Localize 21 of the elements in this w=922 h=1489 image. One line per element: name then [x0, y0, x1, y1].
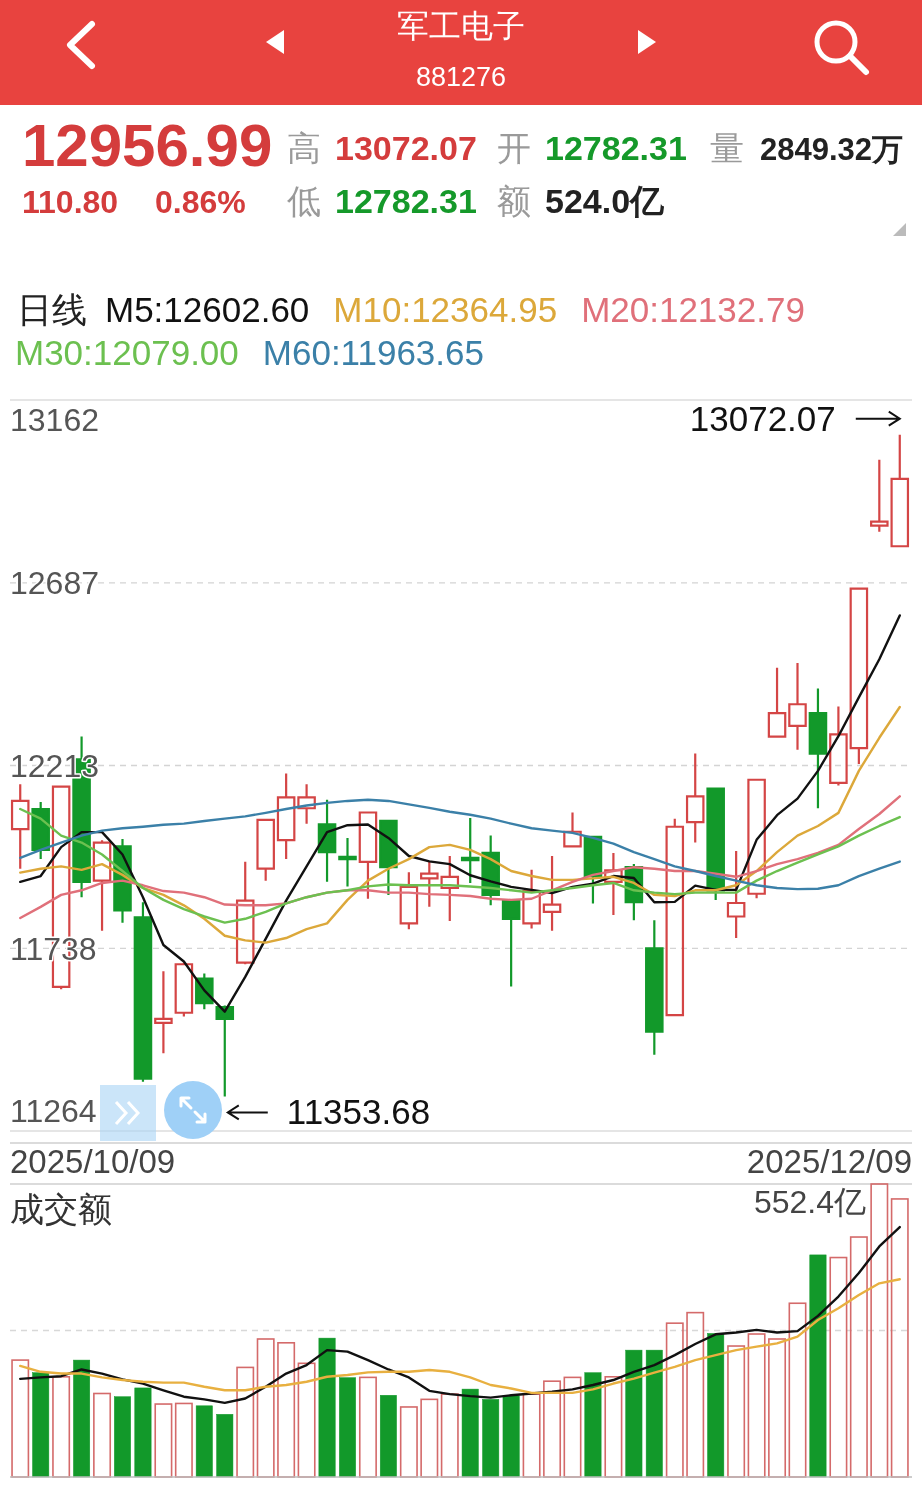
annotation: 2849.32万	[760, 132, 904, 167]
annotation: 524.0亿	[545, 182, 665, 220]
annotation: 开	[497, 129, 531, 167]
annotation: 11353.68	[286, 1092, 431, 1132]
annotation: 低	[287, 182, 321, 220]
title: 成交额	[10, 1190, 112, 1228]
annotation: 12782.31	[545, 129, 687, 167]
annotation: 高	[287, 129, 321, 167]
annotation: 13072.07	[689, 398, 836, 438]
subtitle: 881276	[415, 62, 507, 92]
annotation: 12782.31	[335, 182, 477, 220]
annotation: 110.80	[22, 184, 119, 220]
annotation: 552.4亿	[753, 1184, 866, 1220]
title: 军工电子	[397, 8, 525, 44]
annotation: 12956.99	[22, 112, 273, 179]
annotation: 2025/12/09	[746, 1143, 912, 1180]
annotation: 额	[497, 182, 531, 220]
annotation: 13072.07	[335, 129, 477, 167]
annotation: 量	[710, 129, 744, 167]
annotation: 0.86%	[155, 184, 246, 220]
annotation: 2025/10/09	[10, 1143, 176, 1180]
